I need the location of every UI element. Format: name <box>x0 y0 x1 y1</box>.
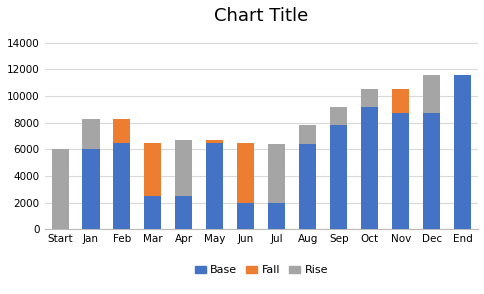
Title: Chart Title: Chart Title <box>214 7 308 25</box>
Bar <box>392 89 408 113</box>
Legend: Base, Fall, Rise: Base, Fall, Rise <box>190 261 332 280</box>
Bar <box>113 119 130 143</box>
Bar <box>144 143 161 196</box>
Bar <box>237 143 254 203</box>
Bar <box>206 140 223 143</box>
Bar <box>361 89 378 107</box>
Bar <box>113 143 130 229</box>
Bar <box>144 196 161 229</box>
Bar <box>453 75 470 229</box>
Bar <box>422 113 439 229</box>
Bar <box>422 75 439 113</box>
Bar <box>361 107 378 229</box>
Bar <box>175 140 192 196</box>
Bar <box>175 196 192 229</box>
Bar <box>82 119 99 149</box>
Bar <box>392 113 408 229</box>
Bar <box>237 203 254 229</box>
Bar <box>268 203 285 229</box>
Bar <box>206 143 223 229</box>
Bar <box>299 125 316 144</box>
Bar <box>82 149 99 229</box>
Bar <box>330 125 347 229</box>
Bar <box>330 107 347 125</box>
Bar <box>299 144 316 229</box>
Bar <box>268 144 285 203</box>
Bar <box>51 149 68 229</box>
